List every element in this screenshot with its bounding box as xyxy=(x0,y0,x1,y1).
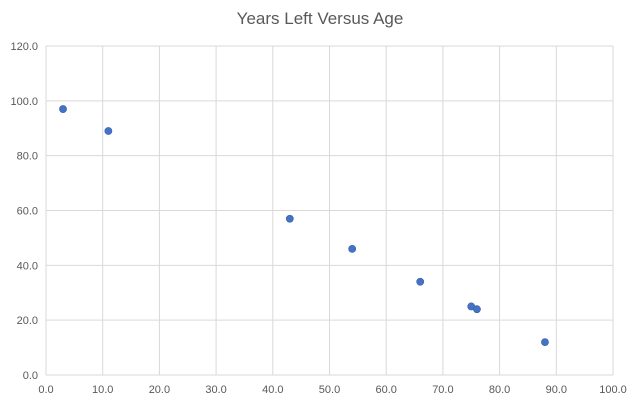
x-tick-label: 80.0 xyxy=(489,384,510,396)
y-tick-label: 100.0 xyxy=(10,96,38,108)
y-tick-label: 20.0 xyxy=(17,315,38,327)
data-point xyxy=(348,244,357,253)
data-point xyxy=(416,277,425,286)
x-tick-label: 40.0 xyxy=(262,384,283,396)
data-point xyxy=(59,105,67,113)
data-point xyxy=(104,127,113,135)
data-point xyxy=(473,305,481,314)
x-tick-label: 50.0 xyxy=(319,384,340,396)
x-tick-label: 30.0 xyxy=(205,384,226,396)
x-tick-label: 60.0 xyxy=(375,384,396,396)
data-points xyxy=(59,105,549,346)
y-tick-label: 80.0 xyxy=(17,151,38,163)
axis-tick-labels: 0.0 10.0 20.0 30.0 40.0 50.0 60.0 70.0 80.0 90.0 1… xyxy=(10,41,626,396)
x-tick-label: 20.0 xyxy=(149,384,170,396)
x-tick-label: 90.0 xyxy=(546,384,567,396)
chart-title: Years Left Versus Age xyxy=(237,9,404,28)
y-tick-label: 60.0 xyxy=(17,206,38,218)
data-point xyxy=(541,338,549,346)
x-tick-label: 0.0 xyxy=(38,384,53,396)
data-point xyxy=(285,214,294,223)
y-tick-label: 40.0 xyxy=(17,260,38,272)
grid-lines xyxy=(45,45,614,376)
x-tick-label: 70.0 xyxy=(432,384,453,396)
y-tick-label: 120.0 xyxy=(10,41,38,53)
y-tick-label: 0.0 xyxy=(23,370,38,382)
x-tick-label: 10.0 xyxy=(92,384,113,396)
x-tick-label: 100.0 xyxy=(599,384,627,396)
